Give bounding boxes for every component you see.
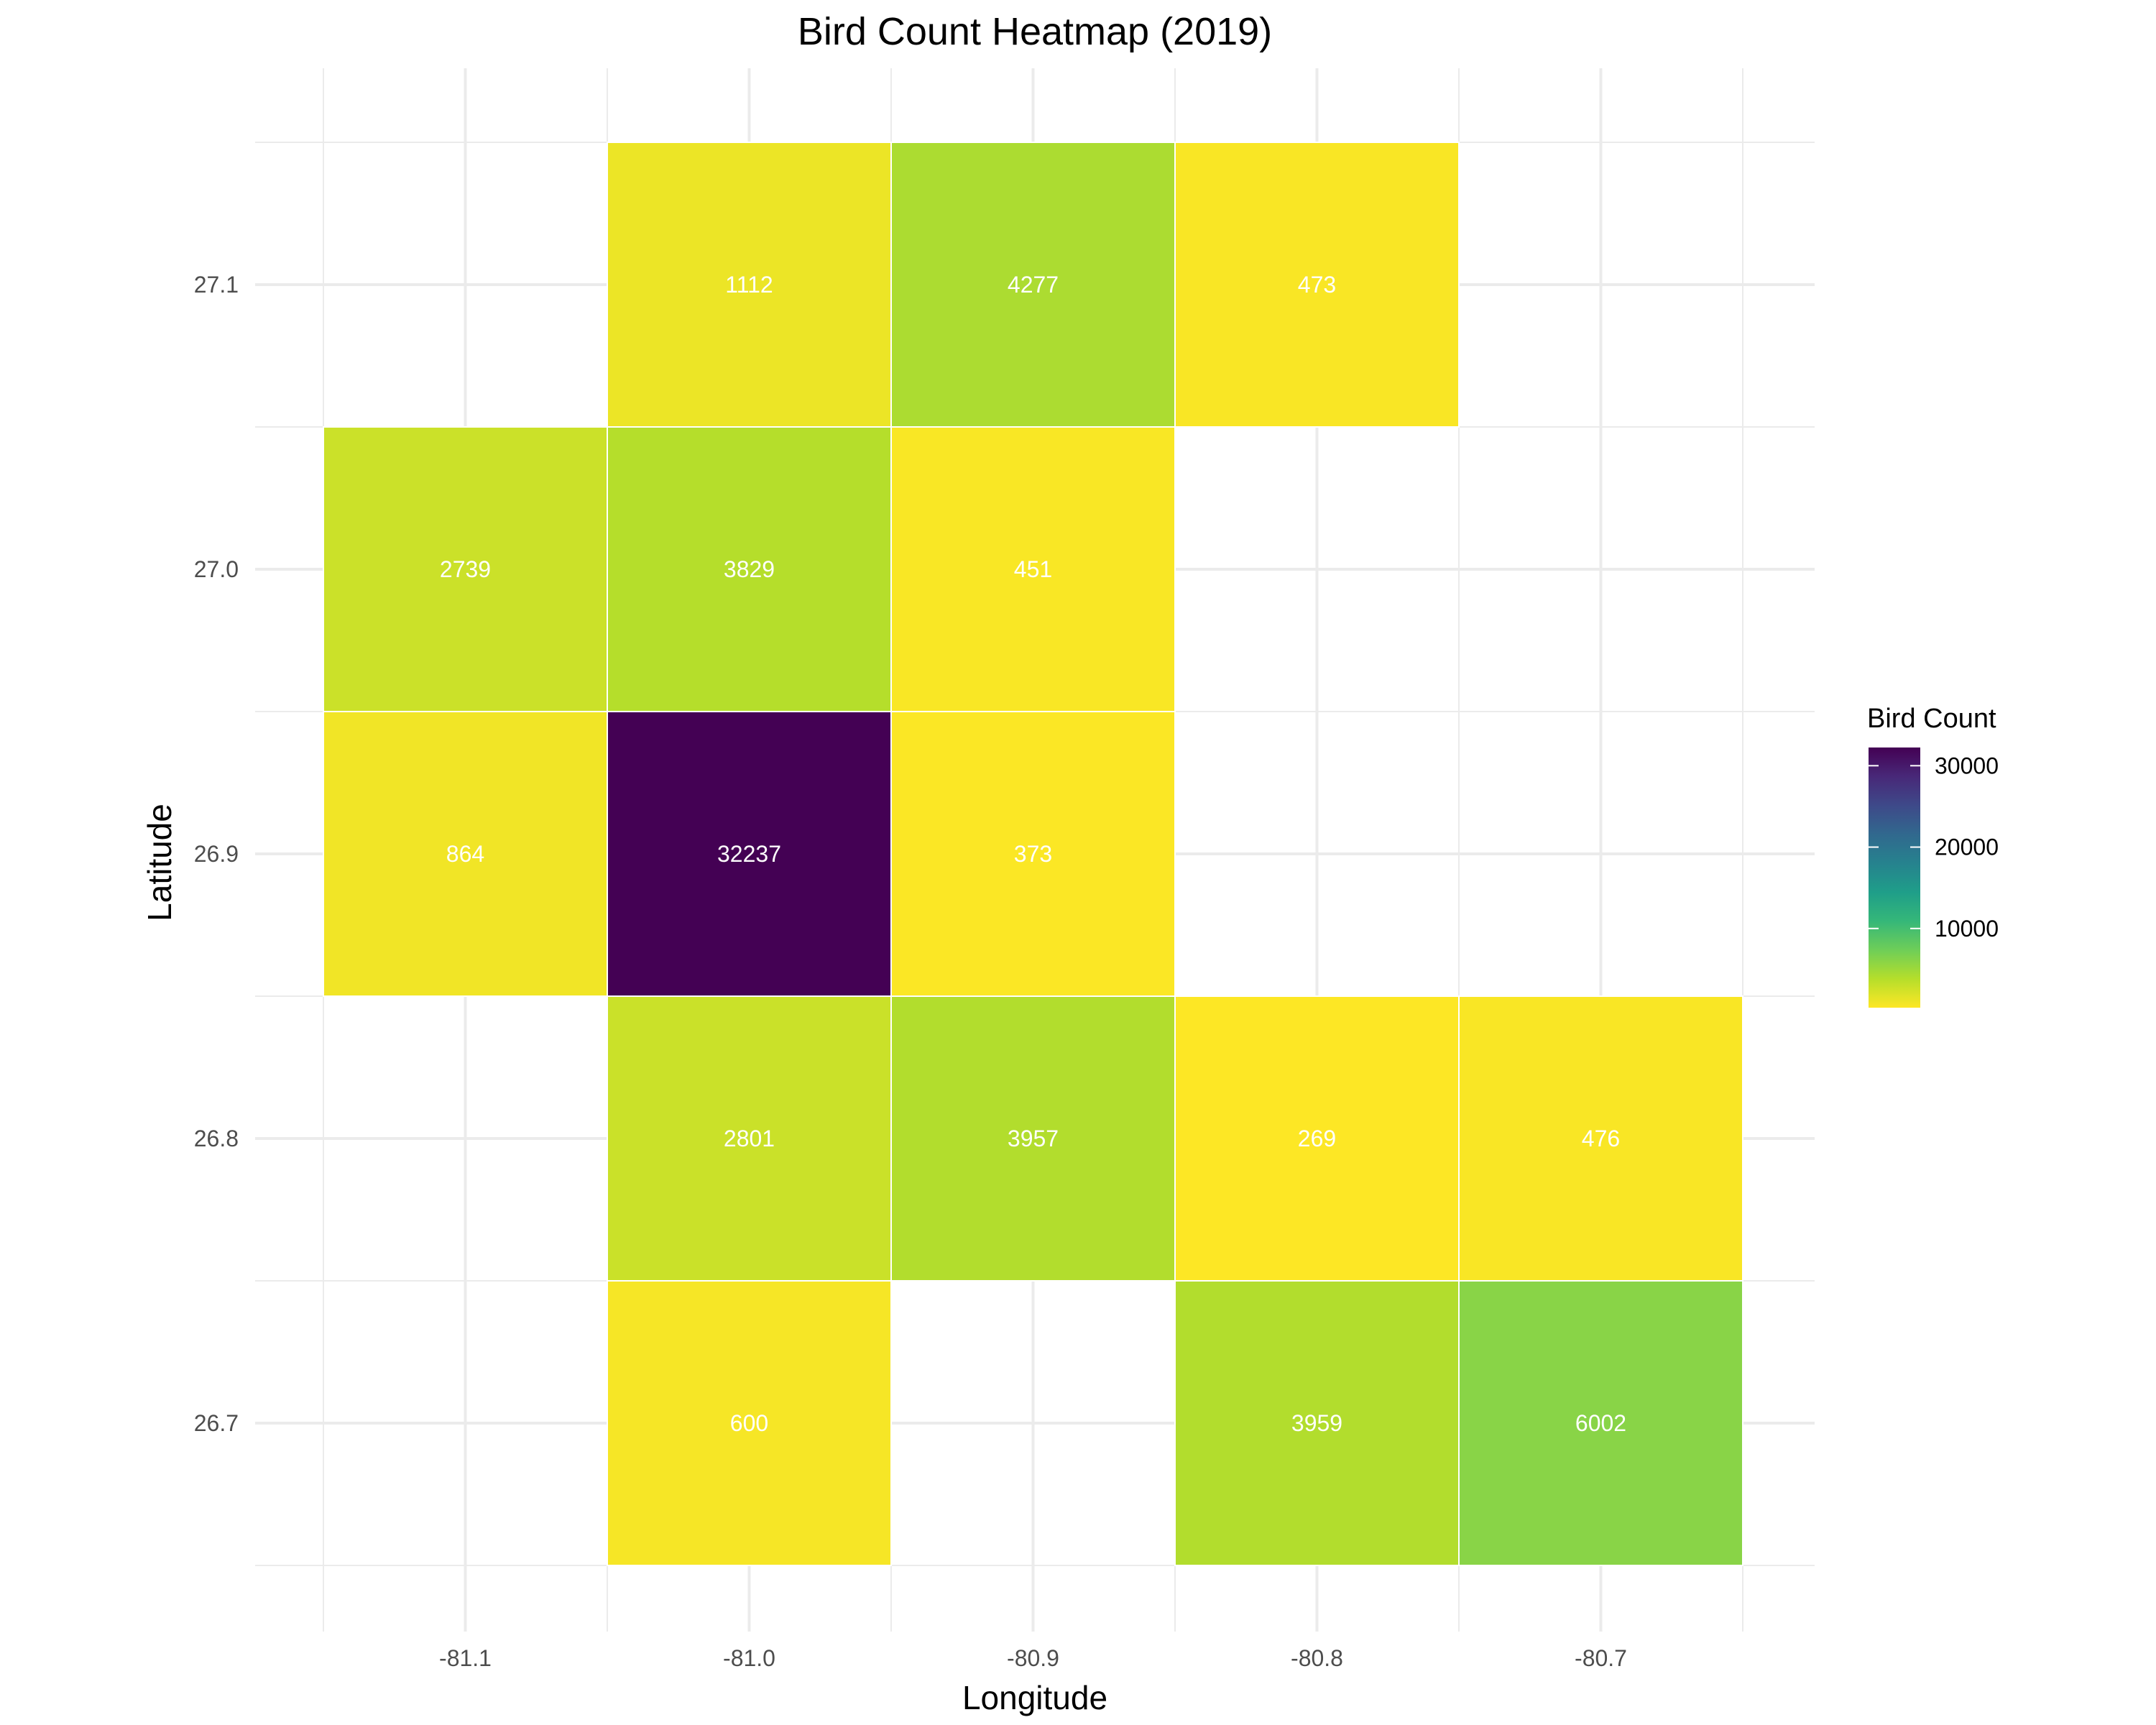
heatmap-cell bbox=[607, 426, 892, 712]
legend-ticks: 30000 20000 10000 bbox=[1869, 753, 1999, 942]
cell-value-label: 864 bbox=[446, 841, 484, 867]
y-tick-label: 27.0 bbox=[194, 556, 239, 582]
cell-value-label: 451 bbox=[1014, 556, 1052, 582]
cell-value-label: 373 bbox=[1014, 841, 1052, 867]
heatmap-cell bbox=[1458, 995, 1743, 1282]
cell-value-label: 269 bbox=[1298, 1126, 1336, 1151]
cell-value-label: 473 bbox=[1298, 272, 1336, 298]
heatmap-cell bbox=[323, 426, 608, 712]
heatmap-cell bbox=[890, 995, 1176, 1282]
heatmap-cell bbox=[607, 711, 892, 997]
cell-value-label: 476 bbox=[1582, 1126, 1620, 1151]
cell-value-label: 3959 bbox=[1291, 1410, 1342, 1436]
cell-value-label: 3829 bbox=[724, 556, 775, 582]
cell-value-label: 2739 bbox=[440, 556, 491, 582]
x-tick-label: -80.9 bbox=[1007, 1645, 1059, 1671]
y-axis-ticks: 27.1 27.0 26.9 26.8 26.7 bbox=[194, 272, 239, 1436]
x-axis-ticks: -81.1 -81.0 -80.9 -80.8 -80.7 bbox=[439, 1645, 1627, 1671]
legend-colorbar bbox=[1869, 748, 1920, 1008]
cell-value-label: 6002 bbox=[1575, 1410, 1626, 1436]
heatmap-cell bbox=[323, 711, 608, 997]
cell-value-label: 3957 bbox=[1008, 1126, 1059, 1151]
cell-labels: 1112 4277 473 2739 3829 451 864 32237 373 2801 395… bbox=[440, 272, 1626, 1436]
cell-value-label: 1112 bbox=[725, 272, 773, 298]
cell-value-label: 32237 bbox=[717, 841, 781, 867]
heatmap-cell bbox=[1458, 1280, 1743, 1566]
chart-title: Bird Count Heatmap (2019) bbox=[798, 10, 1272, 53]
y-axis-title: Latitude bbox=[141, 804, 178, 921]
cell-value-label: 4277 bbox=[1008, 272, 1059, 298]
legend-tick-label: 30000 bbox=[1935, 753, 1999, 778]
legend-title: Bird Count bbox=[1867, 704, 1996, 734]
x-tick-label: -81.0 bbox=[723, 1645, 775, 1671]
legend: Bird Count 30000 20000 10000 bbox=[1867, 704, 1999, 1008]
heatmap-cell bbox=[1174, 142, 1460, 428]
cell-value-label: 2801 bbox=[724, 1126, 775, 1151]
heatmap-cell bbox=[1174, 1280, 1460, 1566]
legend-tick-label: 20000 bbox=[1935, 834, 1999, 860]
heatmap-cell bbox=[890, 711, 1176, 997]
cell-value-label: 600 bbox=[730, 1410, 768, 1436]
heatmap-cell bbox=[607, 995, 892, 1282]
x-axis-title: Longitude bbox=[962, 1679, 1107, 1716]
heatmap-cell bbox=[890, 426, 1176, 712]
heatmap-cells bbox=[323, 142, 1743, 1566]
heatmap-cell bbox=[607, 1280, 892, 1566]
y-tick-label: 26.8 bbox=[194, 1126, 239, 1151]
legend-tick-label: 10000 bbox=[1935, 916, 1999, 942]
y-tick-label: 26.9 bbox=[194, 841, 239, 867]
y-tick-label: 26.7 bbox=[194, 1410, 239, 1436]
x-tick-label: -81.1 bbox=[439, 1645, 492, 1671]
x-tick-label: -80.7 bbox=[1575, 1645, 1627, 1671]
y-tick-label: 27.1 bbox=[194, 272, 239, 298]
heatmap-cell bbox=[607, 142, 892, 428]
heatmap-cell bbox=[1174, 995, 1460, 1282]
x-tick-label: -80.8 bbox=[1291, 1645, 1343, 1671]
